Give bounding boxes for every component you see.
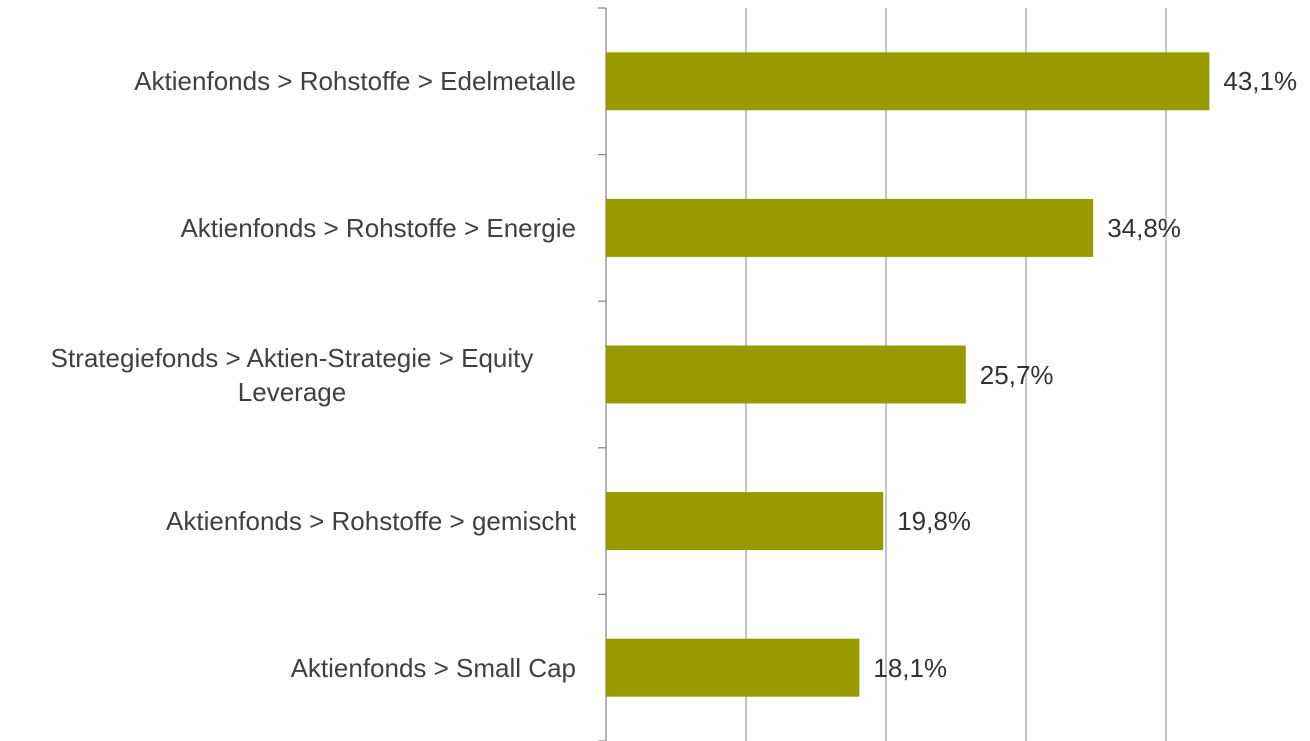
bar — [606, 345, 966, 404]
category-label-box: Aktienfonds > Rohstoffe > Energie — [8, 188, 576, 268]
bar — [606, 198, 1094, 257]
value-label: 19,8% — [897, 506, 971, 537]
category-label-box: Aktienfonds > Rohstoffe > Edelmetalle — [8, 41, 576, 121]
category-label-box: Aktienfonds > Rohstoffe > gemischt — [8, 481, 576, 561]
category-label-box: Aktienfonds > Small Cap — [8, 628, 576, 708]
value-label: 43,1% — [1223, 66, 1298, 97]
category-label: Aktienfonds > Rohstoffe > Energie — [180, 212, 576, 243]
category-label-box: Strategiefonds > Aktien-Strategie > Equi… — [8, 335, 576, 415]
bar — [606, 52, 1210, 111]
value-label: 18,1% — [873, 652, 948, 683]
category-label: Aktienfonds > Small Cap — [290, 652, 576, 683]
category-label: Aktienfonds > Rohstoffe > Edelmetalle — [134, 66, 576, 97]
value-label: 34,8% — [1107, 212, 1181, 243]
category-label: Aktienfonds > Rohstoffe > gemischt — [166, 506, 576, 537]
category-label: Strategiefonds > Aktien-Strategie > Equi… — [50, 342, 534, 407]
value-label: 25,7% — [979, 359, 1054, 390]
bar — [606, 492, 884, 551]
bar — [606, 638, 860, 697]
